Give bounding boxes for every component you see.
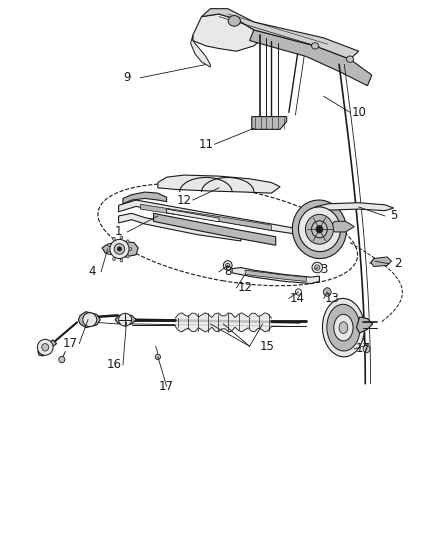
Ellipse shape [114, 244, 125, 254]
Ellipse shape [298, 207, 340, 252]
Polygon shape [119, 200, 306, 236]
Text: 17: 17 [356, 342, 371, 356]
Polygon shape [119, 213, 241, 241]
Ellipse shape [119, 313, 132, 326]
Polygon shape [232, 268, 319, 284]
Text: 12: 12 [177, 193, 191, 207]
Text: 13: 13 [325, 292, 340, 305]
Polygon shape [191, 35, 210, 67]
Text: 12: 12 [238, 281, 253, 294]
Polygon shape [158, 175, 280, 193]
Ellipse shape [311, 43, 318, 49]
Polygon shape [252, 117, 287, 130]
Polygon shape [123, 192, 166, 204]
Text: 9: 9 [124, 71, 131, 84]
Polygon shape [115, 316, 136, 324]
Ellipse shape [127, 255, 129, 258]
Text: 11: 11 [198, 138, 213, 151]
Ellipse shape [334, 314, 353, 341]
Polygon shape [38, 340, 57, 356]
Text: 4: 4 [88, 265, 96, 278]
Ellipse shape [37, 340, 53, 356]
Text: 8: 8 [224, 265, 231, 278]
Ellipse shape [83, 313, 97, 327]
Ellipse shape [108, 252, 110, 255]
Polygon shape [78, 312, 100, 328]
Ellipse shape [363, 345, 370, 353]
Ellipse shape [295, 289, 301, 295]
Text: 17: 17 [63, 337, 78, 350]
Ellipse shape [316, 225, 323, 233]
Ellipse shape [228, 15, 240, 26]
Ellipse shape [323, 288, 331, 296]
Polygon shape [102, 241, 138, 257]
Ellipse shape [127, 240, 129, 243]
Text: 17: 17 [159, 379, 174, 393]
Ellipse shape [226, 263, 230, 268]
Polygon shape [330, 221, 354, 232]
Ellipse shape [339, 322, 348, 334]
Text: 14: 14 [290, 292, 305, 305]
Polygon shape [315, 203, 394, 211]
Text: 2: 2 [394, 257, 402, 270]
Polygon shape [250, 30, 372, 86]
Text: 10: 10 [351, 106, 366, 119]
Polygon shape [166, 209, 219, 222]
Ellipse shape [108, 244, 110, 247]
Polygon shape [201, 9, 359, 59]
Ellipse shape [327, 304, 360, 351]
Ellipse shape [42, 344, 49, 351]
Ellipse shape [293, 200, 346, 259]
Ellipse shape [129, 247, 132, 251]
Ellipse shape [312, 262, 322, 273]
Ellipse shape [322, 298, 364, 357]
Ellipse shape [311, 221, 327, 238]
Text: 15: 15 [260, 340, 275, 353]
Polygon shape [371, 257, 392, 266]
Polygon shape [141, 204, 272, 230]
Polygon shape [357, 317, 373, 333]
Ellipse shape [110, 239, 129, 259]
Ellipse shape [117, 247, 122, 251]
Polygon shape [193, 14, 263, 51]
Polygon shape [153, 213, 276, 245]
Ellipse shape [113, 237, 115, 240]
Ellipse shape [305, 214, 333, 244]
Ellipse shape [113, 257, 115, 261]
Text: 16: 16 [107, 358, 122, 372]
Polygon shape [245, 270, 306, 281]
Ellipse shape [120, 259, 123, 262]
Ellipse shape [346, 56, 353, 62]
Text: 3: 3 [320, 263, 328, 276]
Ellipse shape [223, 261, 232, 270]
Ellipse shape [59, 357, 65, 363]
Text: 1: 1 [115, 225, 122, 238]
Ellipse shape [120, 236, 123, 239]
Ellipse shape [155, 354, 160, 360]
Ellipse shape [314, 265, 320, 270]
Text: 5: 5 [390, 209, 397, 222]
